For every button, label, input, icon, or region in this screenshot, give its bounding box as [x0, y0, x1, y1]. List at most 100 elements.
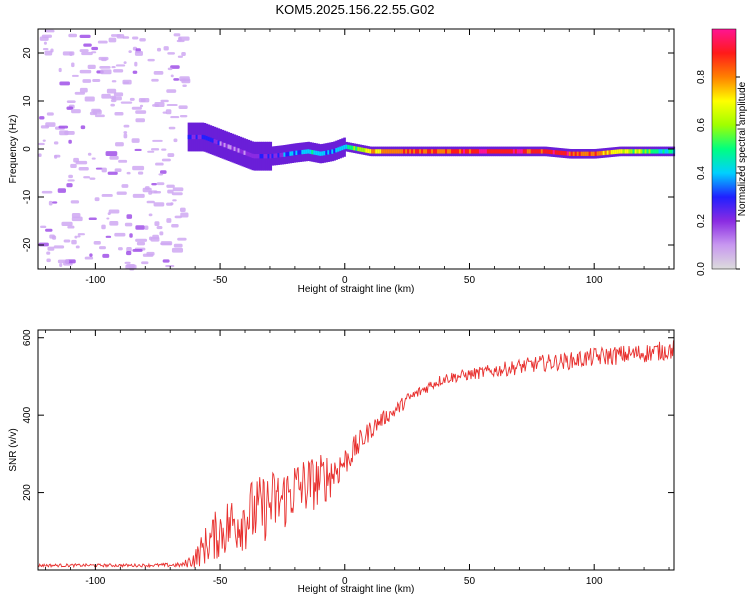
heatmap-noise-cell — [134, 50, 143, 56]
heatmap-noise-cell — [91, 157, 96, 160]
heatmap-cell — [409, 149, 412, 154]
heatmap-cell — [373, 149, 376, 154]
heatmap-noise-cell — [42, 47, 49, 51]
heatmap-cell — [413, 149, 416, 154]
snr-xtick-label: -100 — [85, 576, 105, 587]
heatmap-cell — [385, 149, 388, 154]
heatmap-noise-cell — [93, 240, 101, 245]
colorbar-ticks: 0.0 0.2 0.4 0.6 0.8 — [696, 70, 740, 276]
heatmap-noise-cell — [108, 37, 117, 43]
heatmap-noise-cell — [74, 235, 78, 239]
heatmap-noise-cell — [70, 200, 80, 204]
heatmap-noise-cell — [110, 103, 115, 107]
heatmap-cell — [642, 149, 646, 154]
heatmap-noise-cell — [77, 235, 81, 238]
heatmap-noise-cell — [108, 209, 120, 214]
heatmap-cell — [590, 151, 594, 156]
heatmap-noise-cell — [89, 177, 96, 180]
heatmap-noise-cell — [63, 239, 71, 243]
heatmap-noise-cell — [59, 81, 70, 86]
heatmap-cell — [443, 149, 446, 154]
heatmap-cell — [279, 152, 283, 158]
heatmap-cell — [407, 149, 410, 154]
heatmap-noise-cell — [166, 104, 178, 107]
heatmap-noise-cell — [83, 43, 92, 47]
heatmap-cell — [508, 149, 512, 154]
heatmap-noise-cell — [132, 248, 143, 252]
heatmap-noise-cell — [118, 159, 128, 163]
heatmap-noise-cell — [40, 225, 47, 229]
heatmap-cell — [461, 149, 464, 154]
heatmap-cell — [243, 150, 247, 155]
heatmap-cell — [626, 149, 630, 154]
heatmap-noise-cell — [99, 246, 106, 250]
heatmap-cell — [596, 151, 600, 156]
heatmap-cell — [427, 149, 430, 154]
heatmap-noise-cell — [173, 78, 180, 81]
heatmap-cell — [219, 141, 223, 146]
heatmap-cell — [650, 149, 654, 154]
heatmap-cell — [584, 151, 588, 156]
heatmap-cell — [592, 151, 596, 156]
heatmap-cell — [361, 147, 364, 152]
heatmap-cell — [656, 149, 660, 154]
heatmap-cell — [363, 147, 366, 153]
heatmap-cell — [331, 149, 334, 154]
heatmap-cell — [323, 150, 326, 156]
heatmap-cell — [343, 145, 346, 150]
heatmap-noise-cell — [149, 236, 153, 241]
heatmap-noise-cell — [126, 250, 132, 256]
heatmap-cell — [558, 150, 562, 155]
heatmap-cell — [506, 149, 510, 154]
heatmap-noise-cell — [158, 173, 164, 176]
heatmap-noise-cell — [132, 193, 145, 198]
heatmap-cell — [455, 149, 458, 154]
heatmap-noise-cell — [102, 253, 110, 258]
heatmap-cell — [624, 149, 628, 154]
heatmap-noise-cell — [120, 101, 133, 104]
heatmap-cell — [556, 150, 560, 155]
heatmap-noise-cell — [107, 171, 118, 175]
heatmap-cell — [453, 149, 456, 154]
heatmap-cell — [369, 149, 372, 154]
heatmap-cell — [273, 153, 277, 158]
heatmap-noise-cell — [87, 152, 92, 156]
heatmap-noise-cell — [165, 264, 175, 268]
heatmap-cell — [632, 149, 636, 154]
heatmap-noise-cell — [94, 114, 105, 118]
heatmap-cell — [662, 149, 666, 154]
heatmap-cell — [231, 145, 235, 151]
heatmap-cell — [189, 134, 193, 140]
heatmap-noise-cell — [78, 167, 89, 171]
heatmap-cell — [211, 138, 215, 143]
heatmap-noise-cell — [62, 51, 75, 56]
heatmap-cell — [235, 147, 239, 152]
heatmap-cell — [229, 145, 233, 150]
heatmap-cell — [265, 154, 269, 159]
heatmap-cell — [271, 153, 275, 159]
heatmap-cell — [472, 149, 476, 154]
heatmap-cell — [464, 149, 468, 154]
heatmap-cell — [604, 150, 608, 155]
heatmap-noise-cell — [53, 245, 65, 249]
heatmap-cell — [405, 149, 408, 154]
heatmap-cell — [303, 149, 306, 155]
heatmap-noise-cell — [159, 231, 164, 236]
heatmap-noise-cell — [58, 125, 69, 129]
heatmap-cell — [377, 149, 380, 154]
heatmap-noise-cell — [114, 111, 124, 116]
heatmap-noise-cell — [44, 29, 55, 33]
heatmap-noise-cell — [160, 241, 173, 246]
heatmap-noise-cell — [80, 125, 86, 130]
heatmap-cell — [317, 151, 320, 156]
heatmap-noise-cell — [173, 243, 183, 248]
heatmap-cell — [425, 149, 428, 154]
heatmap-noise-cell — [59, 130, 69, 136]
heatmap-cell — [351, 145, 354, 151]
heatmap-cell — [439, 149, 442, 154]
heatmap-cell — [530, 149, 534, 154]
heatmap-noise-cell — [66, 183, 73, 188]
heatmap-noise-cell — [163, 46, 169, 51]
heatmap-noise-cell — [167, 153, 175, 158]
heatmap-cell — [476, 149, 480, 154]
